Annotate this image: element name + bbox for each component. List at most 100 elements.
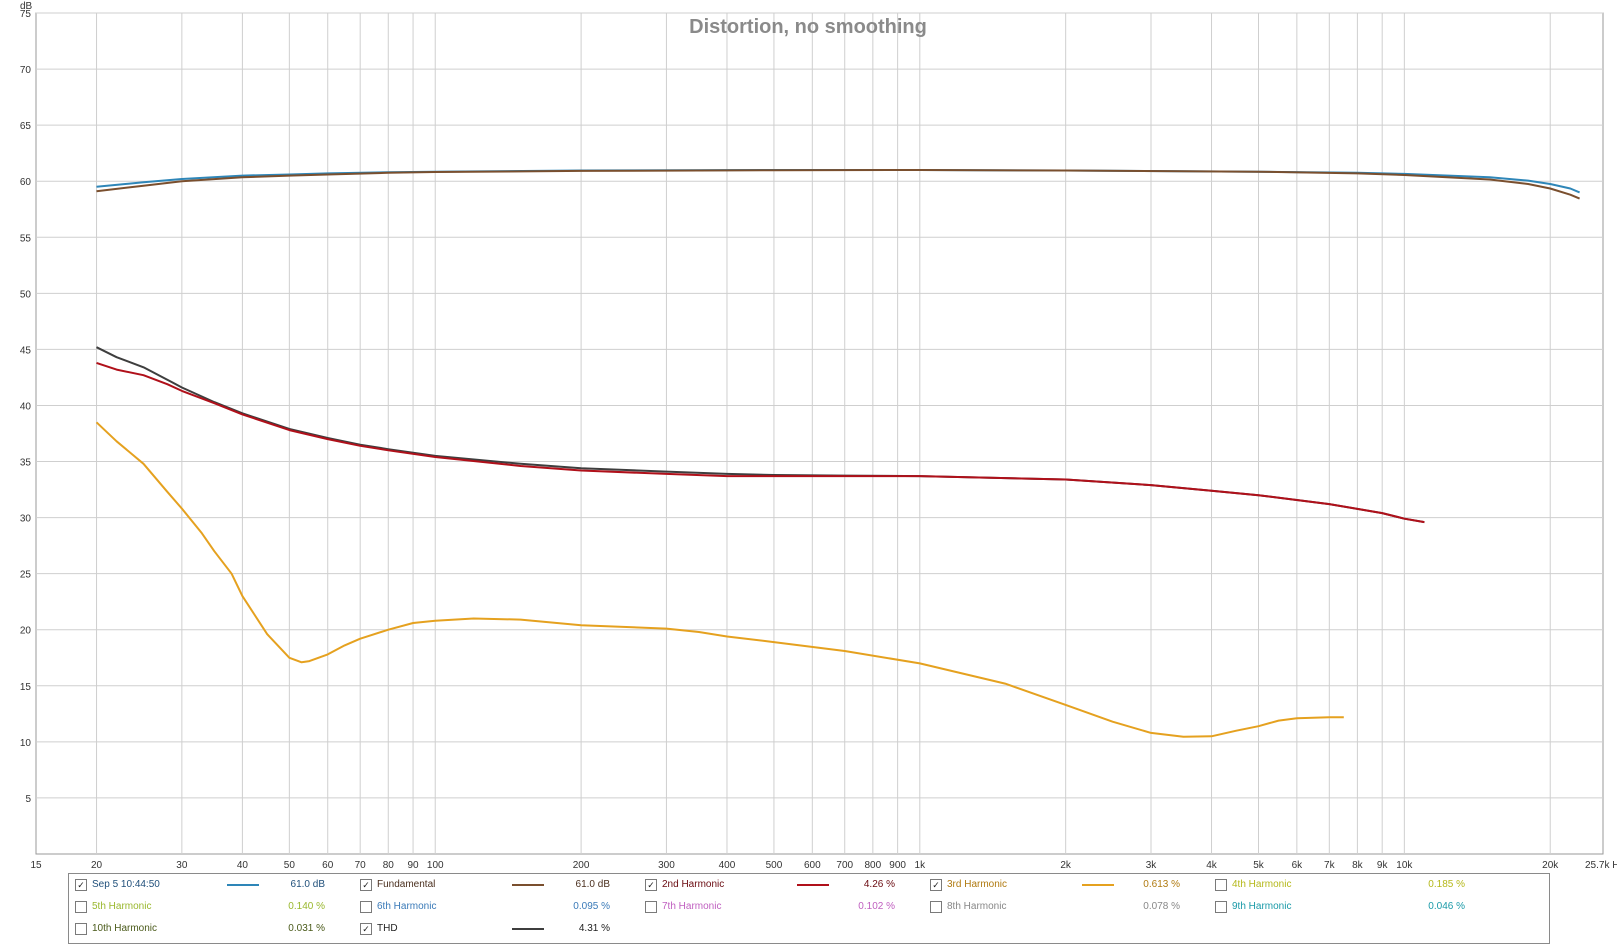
legend-checkbox-4th-harmonic[interactable] bbox=[1215, 879, 1227, 891]
legend-checkbox-2nd-harmonic[interactable]: ✓ bbox=[645, 879, 657, 891]
x-tick-label: 6k bbox=[1292, 860, 1304, 871]
legend-value: 0.046 % bbox=[1428, 901, 1465, 912]
y-axis-label: dB bbox=[20, 1, 33, 12]
x-tick-label: 70 bbox=[355, 860, 367, 871]
x-tick-label: 800 bbox=[864, 860, 881, 871]
legend-checkbox-9th-harmonic[interactable] bbox=[1215, 901, 1227, 913]
x-tick-label: 900 bbox=[889, 860, 906, 871]
legend-value: 0.185 % bbox=[1428, 879, 1465, 890]
legend-label: 10th Harmonic bbox=[92, 923, 158, 934]
legend-label: Fundamental bbox=[377, 879, 436, 890]
legend-item-10th-harmonic: 10th Harmonic 0.031 % bbox=[75, 920, 355, 938]
legend-checkbox-3rd-harmonic[interactable]: ✓ bbox=[930, 879, 942, 891]
series-line-3rd-harmonic bbox=[95, 421, 1344, 738]
legend-item-3rd-harmonic: ✓ 3rd Harmonic 0.613 % bbox=[930, 876, 1210, 894]
y-tick-label: 45 bbox=[20, 345, 32, 356]
legend-item-4th-harmonic: 4th Harmonic 0.185 % bbox=[1215, 876, 1495, 894]
legend-checkbox-8th-harmonic[interactable] bbox=[930, 901, 942, 913]
x-tick-label: 60 bbox=[322, 860, 334, 871]
legend-checkbox-10th-harmonic[interactable] bbox=[75, 923, 87, 935]
series-line-fundamental bbox=[96, 169, 1580, 200]
y-tick-label: 65 bbox=[20, 121, 32, 132]
legend-item-5th-harmonic: 5th Harmonic 0.140 % bbox=[75, 898, 355, 916]
legend-swatch-thd bbox=[512, 928, 544, 930]
legend-value: 0.613 % bbox=[1143, 879, 1180, 890]
legend-item-9th-harmonic: 9th Harmonic 0.046 % bbox=[1215, 898, 1495, 916]
legend-checkbox-5th-harmonic[interactable] bbox=[75, 901, 87, 913]
legend-swatch-3rd-harmonic bbox=[1082, 884, 1114, 886]
x-tick-label: 2k bbox=[1060, 860, 1072, 871]
chart-title: Distortion, no smoothing bbox=[689, 16, 927, 38]
y-axis-ticks: 75 70 65 60 55 50 45 40 35 30 25 20 15 10 5 bbox=[20, 9, 32, 805]
legend-value: 61.0 dB bbox=[575, 879, 610, 890]
y-tick-label: 60 bbox=[20, 177, 32, 188]
legend-checkbox-7th-harmonic[interactable] bbox=[645, 901, 657, 913]
x-tick-label: 7k bbox=[1324, 860, 1336, 871]
x-tick-label: 600 bbox=[804, 860, 821, 871]
legend-swatch-sep-5-10-44-50 bbox=[227, 884, 259, 886]
x-tick-label: 200 bbox=[573, 860, 590, 871]
legend-item-6th-harmonic: 6th Harmonic 0.095 % bbox=[360, 898, 640, 916]
legend-value: 0.102 % bbox=[858, 901, 895, 912]
legend-item-thd: ✓ THD 4.31 % bbox=[360, 920, 640, 938]
legend-checkbox-fundamental[interactable]: ✓ bbox=[360, 879, 372, 891]
grid-lines bbox=[36, 12, 1603, 854]
legend-label: 9th Harmonic bbox=[1232, 901, 1292, 912]
x-tick-label: 100 bbox=[427, 860, 444, 871]
legend-swatch-2nd-harmonic bbox=[797, 884, 829, 886]
y-tick-label: 75 bbox=[20, 9, 32, 20]
y-tick-label: 40 bbox=[20, 401, 32, 412]
legend-label: 6th Harmonic bbox=[377, 901, 437, 912]
y-tick-label: 35 bbox=[20, 458, 32, 469]
series-line-2nd-harmonic bbox=[96, 361, 1425, 524]
legend-label: THD bbox=[377, 923, 398, 934]
legend-value: 0.078 % bbox=[1143, 901, 1180, 912]
x-tick-label: 400 bbox=[719, 860, 736, 871]
x-tick-label: 15 bbox=[30, 860, 42, 871]
legend-checkbox-thd[interactable]: ✓ bbox=[360, 923, 372, 935]
x-axis-ticks: 15 20 30 40 50 60 70 80 90 100 200 300 400 500 600 700 8… bbox=[30, 860, 1617, 871]
legend-label: 7th Harmonic bbox=[662, 901, 722, 912]
x-tick-label: 8k bbox=[1352, 860, 1364, 871]
y-tick-label: 70 bbox=[20, 65, 32, 76]
x-tick-label: 5k bbox=[1253, 860, 1265, 871]
legend-item-7th-harmonic: 7th Harmonic 0.102 % bbox=[645, 898, 925, 916]
x-tick-label: 10k bbox=[1396, 860, 1413, 871]
plot-area bbox=[35, 12, 1604, 855]
legend-label: Sep 5 10:44:50 bbox=[92, 879, 160, 890]
x-tick-label: 1k bbox=[915, 860, 927, 871]
x-tick-label: 30 bbox=[176, 860, 188, 871]
x-tick-label: 40 bbox=[237, 860, 249, 871]
legend-value: 4.26 % bbox=[863, 879, 895, 890]
legend-value: 0.031 % bbox=[288, 923, 325, 934]
legend-value: 4.31 % bbox=[578, 923, 610, 934]
legend-item-fundamental: ✓ Fundamental 61.0 dB bbox=[360, 876, 640, 894]
legend-value: 0.095 % bbox=[573, 901, 610, 912]
legend-value: 0.140 % bbox=[288, 901, 325, 912]
x-tick-label: 9k bbox=[1377, 860, 1389, 871]
x-tick-label: 50 bbox=[284, 860, 296, 871]
legend-checkbox-6th-harmonic[interactable] bbox=[360, 901, 372, 913]
legend-checkbox-sep-5-10-44-50[interactable]: ✓ bbox=[75, 879, 87, 891]
legend-item-sep-5-10-44-50: ✓ Sep 5 10:44:50 61.0 dB bbox=[75, 876, 355, 894]
legend-label: 3rd Harmonic bbox=[947, 879, 1008, 890]
x-tick-label: 500 bbox=[766, 860, 783, 871]
legend-label: 4th Harmonic bbox=[1232, 879, 1292, 890]
y-tick-label: 50 bbox=[20, 289, 32, 300]
legend-item-8th-harmonic: 8th Harmonic 0.078 % bbox=[930, 898, 1210, 916]
y-tick-label: 15 bbox=[20, 682, 32, 693]
x-tick-label: 20k bbox=[1542, 860, 1559, 871]
y-tick-label: 30 bbox=[20, 514, 32, 525]
x-tick-label: 300 bbox=[658, 860, 675, 871]
x-tick-label: 90 bbox=[408, 860, 420, 871]
legend-item-2nd-harmonic: ✓ 2nd Harmonic 4.26 % bbox=[645, 876, 925, 894]
y-tick-label: 5 bbox=[25, 794, 31, 805]
legend-label: 2nd Harmonic bbox=[662, 879, 725, 890]
legend-label: 5th Harmonic bbox=[92, 901, 152, 912]
x-tick-label: 3k bbox=[1146, 860, 1158, 871]
x-tick-label: 80 bbox=[383, 860, 395, 871]
x-tick-label: 25.7k Hz bbox=[1585, 860, 1617, 871]
legend-swatch-fundamental bbox=[512, 884, 544, 886]
x-tick-label: 20 bbox=[91, 860, 103, 871]
